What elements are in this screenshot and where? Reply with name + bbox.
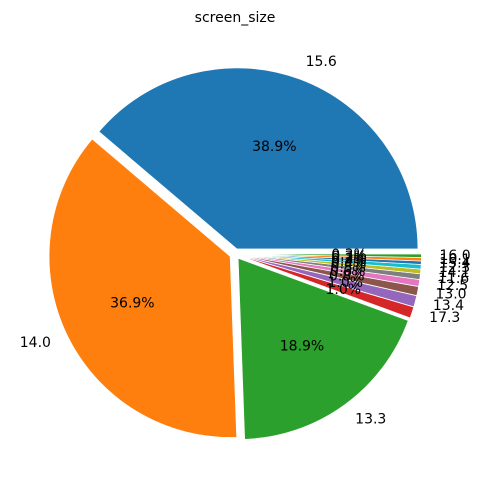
slice-label: 15.6 [306, 54, 337, 70]
slice-label: 14.0 [20, 335, 51, 351]
slice-label: 14.1 [439, 265, 470, 281]
slice-percentage: 0.8% [329, 269, 365, 285]
slice-percentage: 1.0% [328, 275, 364, 291]
pie-labels: 15.638.9%14.036.9%13.318.9%17.31.0%13.41… [20, 54, 471, 427]
slice-label: 10.1 [439, 252, 470, 268]
slice-percentage: 0.5% [330, 260, 366, 276]
slice-label: 11.6 [438, 271, 469, 287]
slice-percentage: 0.4% [331, 254, 367, 270]
pie-slices [48, 67, 422, 440]
slice-label: 13.0 [435, 287, 466, 303]
slice-label: 17.3 [429, 310, 460, 326]
chart-title: screen_size [195, 10, 276, 26]
pie-slice-13-4 [240, 255, 418, 308]
slice-percentage: 1.0% [325, 282, 361, 298]
pie-slice-17-3 [240, 255, 415, 319]
slice-label: 13.3 [355, 412, 386, 428]
slice-percentage: 36.9% [110, 296, 154, 312]
slice-percentage: 0.6% [330, 264, 366, 280]
slice-percentage: 0.3% [331, 251, 367, 267]
slice-percentage: 0.3% [331, 247, 367, 263]
slice-label: 12.3 [439, 260, 470, 276]
slice-label: 16.0 [440, 248, 471, 264]
pie-slice-16-0 [240, 253, 422, 258]
slice-label: 12.5 [437, 278, 468, 294]
slice-label: 15.4 [439, 256, 470, 272]
slice-percentage: 18.9% [280, 338, 324, 354]
slice-percentage: 0.4% [331, 257, 367, 273]
slice-percentage: 38.9% [252, 139, 296, 155]
pie-slice-15-6 [98, 67, 419, 250]
slice-percentage: 0.3% [331, 249, 367, 265]
pie-slice-14-0 [48, 138, 237, 438]
pie-slice-13-3 [237, 257, 409, 440]
slice-label: 13.4 [433, 298, 464, 314]
